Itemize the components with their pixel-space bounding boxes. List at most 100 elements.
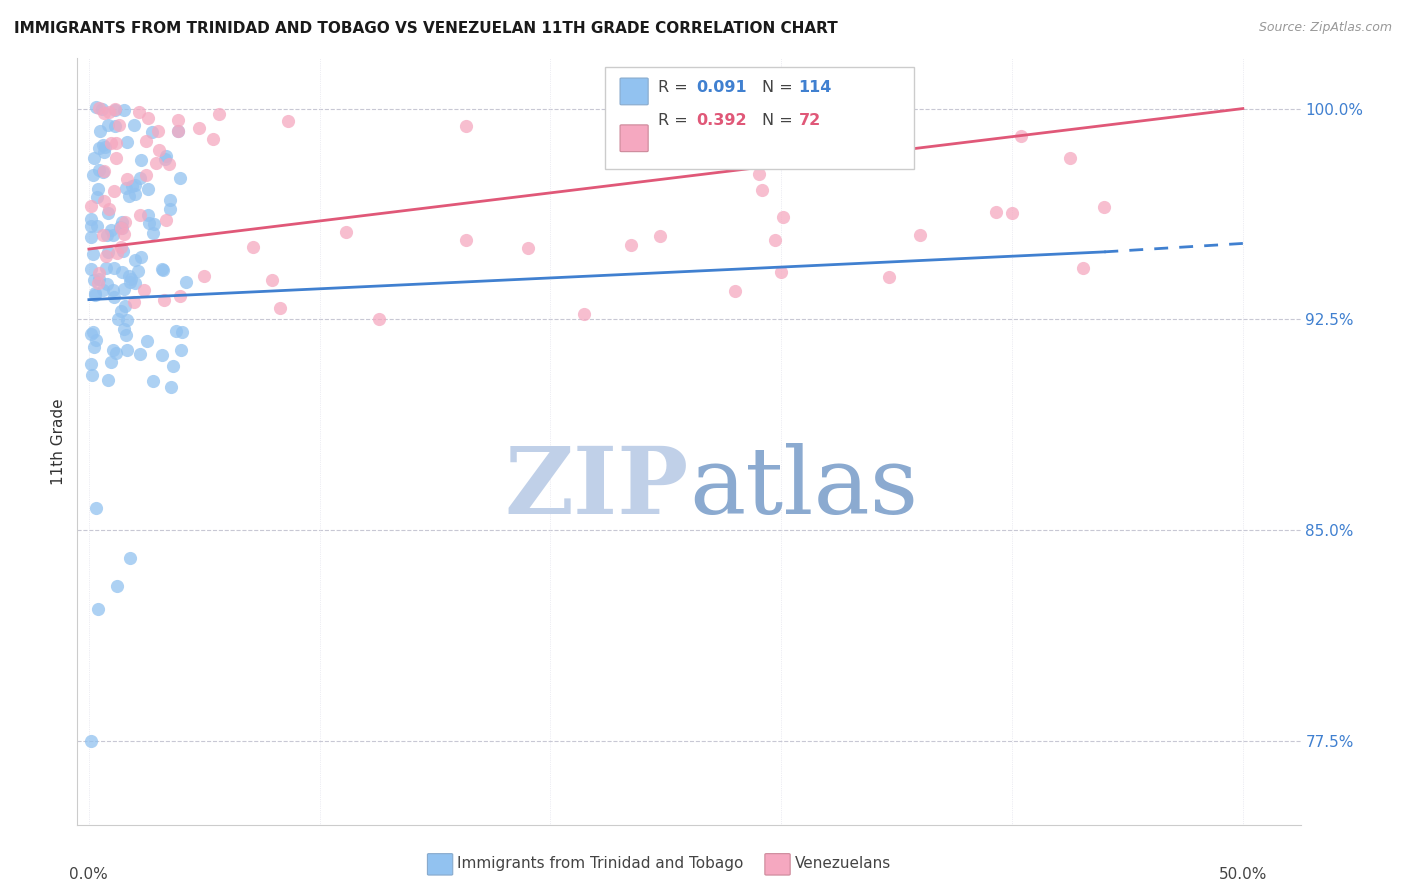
Point bbox=[167, 124, 190, 138]
Text: 50.0%: 50.0% bbox=[1219, 867, 1267, 882]
Point bbox=[368, 311, 391, 326]
Point bbox=[83, 273, 105, 287]
Point bbox=[80, 357, 103, 371]
Point bbox=[148, 124, 170, 138]
Point bbox=[187, 121, 209, 136]
Point bbox=[827, 139, 849, 153]
Point bbox=[120, 551, 142, 566]
Point bbox=[142, 374, 165, 388]
Point bbox=[96, 277, 118, 292]
Point bbox=[82, 368, 104, 382]
Text: IMMIGRANTS FROM TRINIDAD AND TOBAGO VS VENEZUELAN 11TH GRADE CORRELATION CHART: IMMIGRANTS FROM TRINIDAD AND TOBAGO VS V… bbox=[14, 21, 838, 36]
Point bbox=[770, 264, 793, 278]
Point bbox=[136, 182, 159, 196]
Point bbox=[80, 733, 103, 747]
Text: N =: N = bbox=[762, 80, 799, 95]
Point bbox=[159, 202, 181, 216]
Point bbox=[121, 178, 143, 193]
Point bbox=[454, 119, 477, 133]
Point bbox=[104, 103, 127, 118]
Point bbox=[335, 226, 357, 240]
Point bbox=[103, 260, 125, 275]
Point bbox=[136, 111, 159, 125]
Point bbox=[83, 288, 105, 302]
Point bbox=[202, 132, 225, 146]
Point bbox=[162, 359, 184, 374]
Point bbox=[110, 303, 132, 318]
Text: N =: N = bbox=[762, 113, 799, 128]
Point bbox=[143, 217, 166, 231]
Point bbox=[169, 289, 191, 303]
Point bbox=[152, 263, 174, 277]
Point bbox=[763, 234, 786, 248]
Point bbox=[724, 284, 747, 298]
Point bbox=[101, 283, 124, 297]
Point bbox=[93, 145, 115, 159]
Point bbox=[82, 325, 104, 339]
Point bbox=[103, 184, 125, 198]
Point bbox=[97, 373, 120, 387]
Point bbox=[84, 100, 107, 114]
Point bbox=[208, 107, 231, 121]
Point bbox=[114, 214, 136, 228]
Point bbox=[454, 233, 477, 247]
Point bbox=[129, 153, 152, 168]
Point bbox=[242, 240, 264, 254]
Text: 0.0%: 0.0% bbox=[69, 867, 108, 882]
Point bbox=[620, 237, 643, 252]
Point bbox=[118, 269, 141, 284]
Point bbox=[114, 299, 136, 313]
Point bbox=[110, 240, 132, 254]
Point bbox=[103, 290, 125, 304]
Point bbox=[172, 326, 194, 340]
Y-axis label: 11th Grade: 11th Grade bbox=[51, 398, 66, 485]
Point bbox=[86, 219, 108, 233]
Point bbox=[159, 193, 181, 207]
Point bbox=[80, 230, 103, 244]
Point bbox=[160, 380, 183, 394]
Point bbox=[83, 286, 105, 301]
Point bbox=[129, 208, 152, 222]
Point bbox=[136, 209, 159, 223]
Point bbox=[135, 334, 157, 348]
Point bbox=[134, 283, 156, 297]
Text: 0.091: 0.091 bbox=[696, 80, 747, 95]
Point bbox=[94, 249, 117, 263]
Point bbox=[80, 262, 103, 277]
Point bbox=[152, 293, 174, 307]
Point bbox=[1071, 260, 1094, 275]
Point bbox=[169, 171, 191, 186]
Point bbox=[111, 215, 134, 229]
Point bbox=[150, 348, 173, 362]
Point bbox=[112, 103, 135, 118]
Point bbox=[97, 245, 120, 260]
Point bbox=[80, 327, 103, 342]
Point bbox=[89, 141, 111, 155]
Point bbox=[98, 202, 121, 216]
Point bbox=[193, 268, 215, 283]
Point bbox=[269, 301, 291, 315]
Point bbox=[262, 273, 284, 287]
Point bbox=[138, 216, 160, 230]
Point bbox=[170, 343, 193, 358]
Point bbox=[1092, 200, 1115, 214]
Point bbox=[83, 151, 105, 165]
Point bbox=[105, 152, 128, 166]
Point bbox=[166, 124, 188, 138]
Point bbox=[97, 206, 120, 220]
Point bbox=[112, 244, 135, 259]
Point bbox=[879, 269, 901, 284]
Point bbox=[93, 194, 115, 209]
Text: Immigrants from Trinidad and Tobago: Immigrants from Trinidad and Tobago bbox=[457, 856, 744, 871]
Point bbox=[157, 156, 180, 170]
Point bbox=[650, 229, 672, 244]
Point bbox=[115, 313, 138, 327]
Point bbox=[128, 171, 150, 186]
Point bbox=[86, 190, 108, 204]
Text: R =: R = bbox=[658, 80, 693, 95]
Point bbox=[145, 156, 167, 170]
Point bbox=[115, 327, 138, 342]
Point bbox=[155, 212, 177, 227]
Point bbox=[94, 261, 117, 276]
Point bbox=[101, 227, 124, 242]
